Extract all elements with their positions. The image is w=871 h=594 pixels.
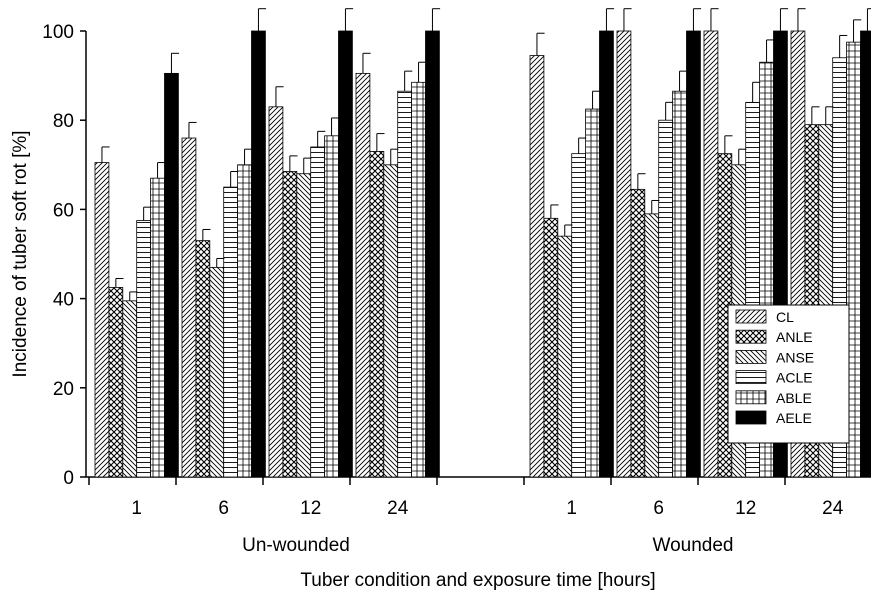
y-axis-title: Incidence of tuber soft rot [%] [10,130,31,377]
legend-swatch-anle [735,329,767,344]
category-label: 12 [300,498,321,519]
bar-acle [136,220,151,478]
category-labels: 1 6 12 24 1 6 12 24 [131,498,843,519]
legend-swatch-acle [735,370,767,385]
bar-cl [529,55,545,478]
category-label: 24 [822,498,844,519]
bar-acle [310,146,326,478]
y-tick-label: 100 [42,22,74,43]
bar-aele [425,30,440,478]
legend-label: ACLE [776,370,813,386]
bar-acle [658,119,674,478]
category-label: 12 [735,498,756,519]
legend-label: ABLE [776,390,812,406]
y-tick-label: 40 [53,290,74,311]
bar-anle [369,151,385,478]
bar-anle [282,171,298,478]
x-ticks [88,477,786,485]
bar-acle [397,90,413,478]
y-ticks: 0 20 40 60 80 100 [42,22,86,489]
bar-cl [94,162,110,478]
category-label: 1 [566,498,577,519]
legend: CL ANLE ANSE ACLE ABLE AELE [727,304,850,444]
group-label: Un-wounded [242,535,350,556]
legend-label: ANSE [776,349,814,365]
bar-anse [209,266,225,478]
category-label: 1 [131,498,142,519]
bar-anle [108,287,124,478]
x-axis-title: Tuber condition and exposure time [hours… [300,570,655,591]
bar-aele [860,30,871,478]
bar-able [237,164,252,478]
bar-able [672,90,687,478]
bar-cl [355,72,371,478]
y-tick-label: 0 [63,468,74,489]
legend-label: AELE [776,410,812,426]
group-label: Wounded [653,535,734,556]
bar-cl [616,30,632,478]
bar-anse [557,235,573,478]
bar-acle [571,153,587,478]
bar-able [324,135,339,478]
legend-swatch-able [735,390,767,405]
bar-acle [223,186,238,478]
legend-swatch-cl [735,309,767,324]
bar-aele [251,30,266,478]
legend-swatch-aele [735,410,767,425]
bar-anle [543,217,559,478]
bar-aele [686,30,701,478]
bar-anse [383,164,399,478]
y-tick-label: 60 [53,200,74,221]
bar-anle [195,240,211,478]
bar-anle [630,188,646,478]
legend-swatch-anse [735,349,767,364]
category-label: 24 [387,498,409,519]
legend-label: ANLE [776,329,813,345]
category-label: 6 [218,498,229,519]
bar-aele [164,72,179,478]
bar-able [150,177,165,478]
bar-anse [296,173,312,478]
y-tick-label: 20 [53,379,74,400]
bar-cl [268,106,284,478]
bar-anse [644,213,660,478]
bar-cl [703,30,719,478]
y-tick-label: 80 [53,111,74,132]
bar-cl [181,137,197,478]
error-bars [101,8,871,301]
category-label: 6 [653,498,664,519]
legend-label: CL [776,309,794,325]
bar-aele [338,30,353,478]
bar-able [585,108,600,478]
group-labels: Un-wounded Wounded [242,535,733,556]
bar-anse [122,300,138,478]
bar-able [411,81,426,478]
bar-aele [599,30,614,478]
